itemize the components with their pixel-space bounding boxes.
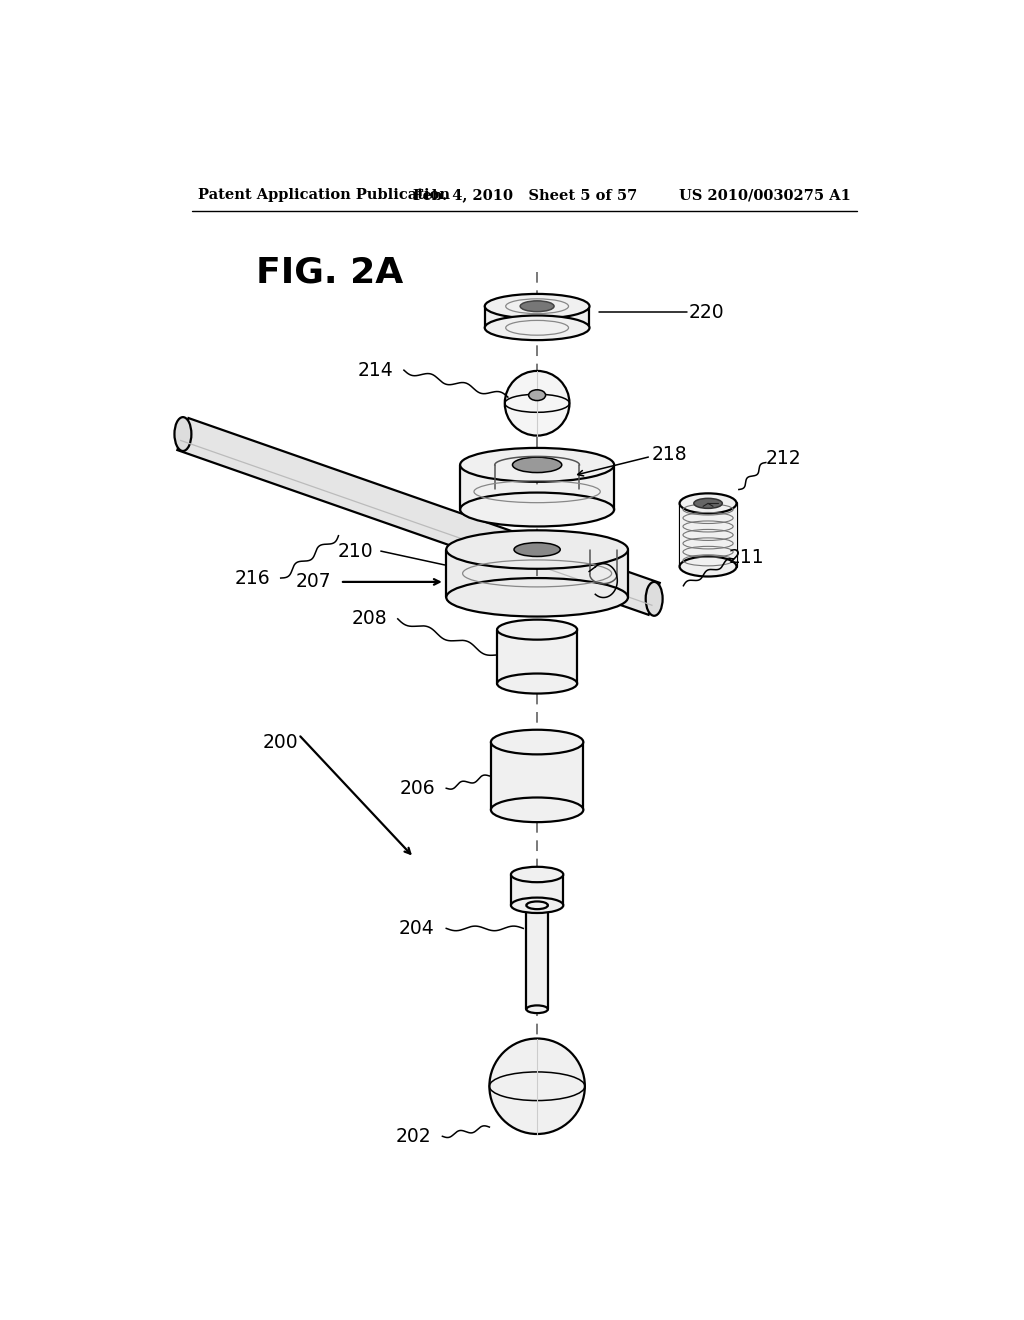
Ellipse shape (460, 492, 614, 527)
Text: 208: 208 (351, 610, 387, 628)
Bar (460, 465, 614, 510)
Text: Feb. 4, 2010   Sheet 5 of 57: Feb. 4, 2010 Sheet 5 of 57 (413, 189, 637, 202)
Text: 216: 216 (234, 569, 270, 587)
Circle shape (505, 371, 569, 436)
Bar (511, 874, 563, 906)
Ellipse shape (460, 447, 614, 482)
Bar (484, 306, 590, 327)
Ellipse shape (511, 867, 563, 882)
Text: US 2010/0030275 A1: US 2010/0030275 A1 (679, 189, 851, 202)
Ellipse shape (497, 673, 578, 693)
Bar (526, 906, 548, 1010)
Ellipse shape (497, 619, 578, 640)
Bar (490, 742, 584, 810)
Text: 200: 200 (262, 733, 298, 751)
Ellipse shape (484, 294, 590, 318)
Polygon shape (177, 418, 659, 615)
Text: 207: 207 (296, 573, 332, 591)
Ellipse shape (490, 730, 584, 755)
Ellipse shape (526, 1006, 548, 1014)
Ellipse shape (528, 389, 546, 400)
Ellipse shape (490, 797, 584, 822)
Text: 218: 218 (651, 445, 687, 465)
Ellipse shape (484, 315, 590, 341)
Ellipse shape (174, 417, 191, 451)
Text: 206: 206 (399, 779, 435, 797)
Text: 212: 212 (766, 449, 802, 469)
Ellipse shape (514, 543, 560, 557)
Bar (497, 630, 578, 684)
Text: 204: 204 (399, 919, 435, 939)
Text: 202: 202 (396, 1127, 432, 1146)
Ellipse shape (646, 582, 663, 615)
Ellipse shape (680, 557, 736, 577)
Text: 210: 210 (338, 541, 373, 561)
Text: FIG. 2A: FIG. 2A (256, 255, 403, 289)
Ellipse shape (526, 902, 548, 909)
Bar (680, 503, 736, 566)
Ellipse shape (511, 898, 563, 913)
Ellipse shape (446, 531, 628, 569)
Text: Patent Application Publication: Patent Application Publication (199, 189, 451, 202)
Text: 214: 214 (357, 360, 393, 380)
Ellipse shape (694, 499, 722, 508)
Ellipse shape (512, 457, 562, 473)
Ellipse shape (520, 301, 554, 312)
Circle shape (489, 1039, 585, 1134)
Ellipse shape (680, 494, 736, 513)
Text: 220: 220 (689, 302, 724, 322)
Text: 211: 211 (729, 548, 764, 566)
Bar (446, 549, 628, 597)
Ellipse shape (446, 578, 628, 616)
